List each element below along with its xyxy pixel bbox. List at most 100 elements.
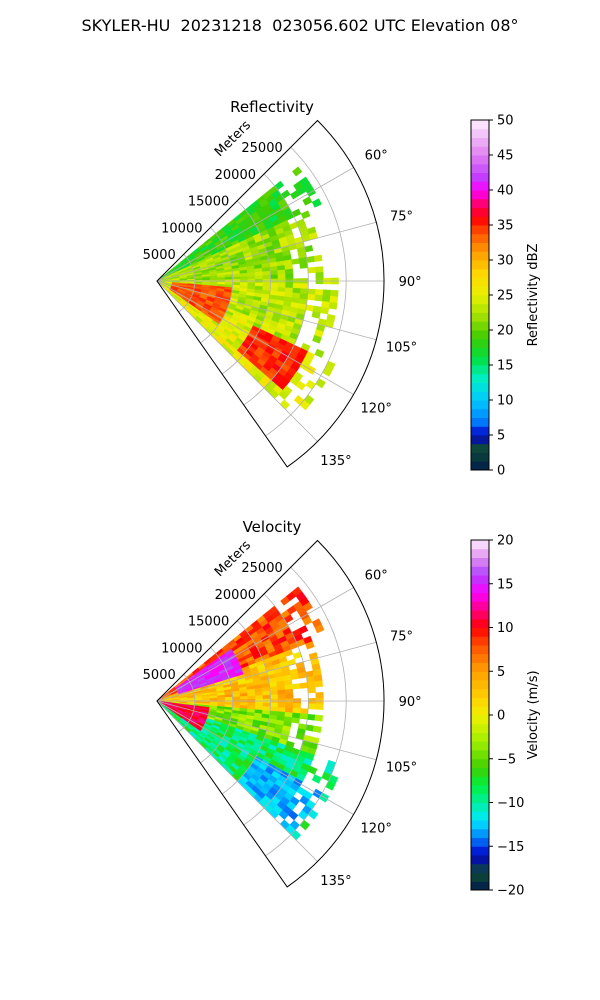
range-ring	[200, 647, 234, 764]
colorbar-segment	[471, 338, 489, 348]
range-tick-label: 5000	[143, 668, 176, 683]
data-cell	[312, 334, 322, 344]
data-cell	[291, 717, 300, 724]
colorbar-segment	[471, 846, 489, 856]
colorbar-segment	[471, 172, 489, 182]
range-ring	[221, 200, 271, 375]
colorbar-segment	[471, 680, 489, 690]
colorbar-segment	[471, 356, 489, 366]
data-cell	[306, 255, 315, 263]
range-ring	[200, 227, 234, 344]
colorbar-segment	[471, 382, 489, 392]
colorbar-label: Velocity (m/s)	[526, 670, 541, 759]
data-cell	[284, 287, 294, 294]
data-cell	[224, 276, 233, 281]
range-tick-label: 25000	[241, 561, 282, 576]
colorbar-segment	[471, 872, 489, 882]
data-cell	[279, 399, 291, 410]
colorbar-segment	[471, 855, 489, 865]
data-cell	[262, 694, 271, 700]
data-cell	[209, 697, 218, 701]
azimuth-tick-label: 135°	[320, 874, 351, 889]
polar-grid	[156, 566, 384, 862]
colorbar-segment	[471, 417, 489, 427]
colorbar-segment	[471, 400, 489, 410]
data-cell	[306, 681, 316, 689]
data-cell	[305, 304, 315, 312]
colorbar-segment	[471, 181, 489, 191]
data-cell	[292, 287, 301, 294]
colorbar-segment	[471, 732, 489, 742]
colorbar-segment	[471, 452, 489, 462]
colorbar-segment	[471, 627, 489, 637]
colorbar-segment	[471, 688, 489, 698]
data-cell	[270, 702, 279, 708]
azimuth-spoke	[156, 641, 377, 702]
colorbar-segment	[471, 251, 489, 261]
colorbar-tick-label: 20	[497, 324, 514, 339]
range-ring	[243, 593, 309, 826]
data-cell	[277, 689, 286, 695]
colorbar-segment	[471, 793, 489, 803]
range-tick-label: 15000	[188, 195, 229, 210]
data-cell	[307, 703, 317, 710]
data-cell	[217, 697, 226, 701]
figure-title: SKYLER-HU 20231218 023056.602 UTC Elevat…	[81, 16, 519, 35]
colorbar-segment	[471, 601, 489, 611]
colorbar-segment	[471, 811, 489, 821]
colorbar-segment	[471, 610, 489, 620]
colorbar-segment	[471, 146, 489, 156]
colorbar-tick-label: −5	[497, 752, 516, 767]
azimuth-tick-label: 75°	[390, 209, 413, 224]
data-cell	[315, 378, 326, 389]
data-cell	[285, 693, 294, 699]
range-ring	[178, 673, 196, 733]
data-cell	[311, 311, 321, 319]
data-cell	[284, 684, 293, 691]
data-cell	[315, 289, 324, 296]
data-cell	[277, 274, 286, 280]
data-cell	[277, 702, 286, 708]
data-cell	[313, 254, 323, 262]
data-cell	[320, 306, 330, 315]
colorbar-segment	[471, 312, 489, 322]
data-cell	[315, 266, 324, 273]
range-tick-label: 10000	[161, 221, 202, 236]
data-cell	[291, 166, 303, 177]
data-cell	[262, 690, 271, 696]
data-cell	[247, 695, 256, 700]
data-cell	[315, 692, 324, 699]
data-cell	[284, 707, 294, 714]
data-cell	[247, 272, 256, 277]
azimuth-spoke	[156, 167, 354, 282]
colorbar-segment	[471, 697, 489, 707]
colorbar-tick-label: 15	[497, 359, 514, 374]
panel-title: Velocity	[243, 518, 302, 536]
colorbar-tick-label: −15	[497, 840, 524, 855]
data-cell	[291, 683, 301, 690]
colorbar-segment	[471, 802, 489, 812]
data-cell	[247, 692, 256, 697]
data-cell	[277, 694, 286, 700]
data-cell	[298, 625, 309, 635]
range-ring	[243, 173, 309, 406]
range-ring	[265, 566, 347, 857]
colorbar-segment	[471, 303, 489, 313]
colorbar-segment	[471, 785, 489, 795]
data-cell	[284, 264, 293, 271]
data-cell	[285, 273, 294, 279]
colorbar-segment	[471, 128, 489, 138]
colorbar-tick-label: 30	[497, 254, 514, 269]
azimuth-spoke	[156, 280, 377, 341]
colorbar-segment	[471, 881, 489, 891]
colorbar-segment	[471, 198, 489, 208]
colorbar-segment	[471, 330, 489, 340]
colorbar-tick-label: −20	[497, 884, 524, 899]
data-cell	[302, 196, 313, 206]
colorbar-segment	[471, 653, 489, 663]
azimuth-spoke	[156, 700, 354, 815]
azimuth-spoke	[156, 700, 377, 761]
data-cell	[300, 288, 309, 295]
data-cell	[224, 696, 233, 701]
